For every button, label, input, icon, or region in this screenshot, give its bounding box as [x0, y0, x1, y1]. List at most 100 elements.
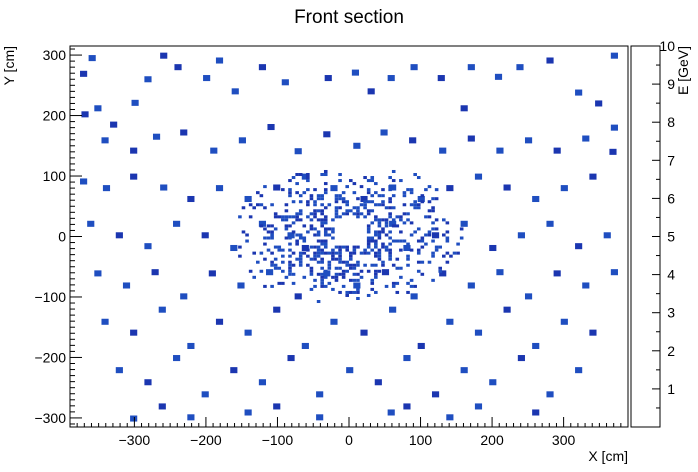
heatmap-cell	[302, 275, 307, 279]
heatmap-cell	[298, 218, 303, 222]
heatmap-cell	[323, 188, 328, 192]
heatmap-cell	[345, 203, 349, 207]
heatmap-cell	[320, 284, 324, 288]
heatmap-cell	[442, 233, 446, 237]
heatmap-cell	[346, 367, 354, 374]
heatmap-cell	[395, 239, 400, 243]
heatmap-cell	[503, 306, 511, 313]
heatmap-cell	[349, 179, 353, 183]
heatmap-cell	[356, 212, 360, 216]
heatmap-cell	[391, 194, 396, 198]
heatmap-cell	[402, 239, 407, 243]
heatmap-cell	[288, 269, 292, 273]
heatmap-cell	[366, 269, 371, 273]
heatmap-cell	[158, 306, 166, 313]
heatmap-cell	[160, 184, 168, 191]
heatmap-cell	[320, 209, 324, 213]
heatmap-cell	[298, 212, 303, 216]
heatmap-cell	[313, 188, 317, 192]
heatmap-cell	[434, 218, 439, 222]
heatmap-cell	[356, 296, 360, 300]
heatmap-cell	[416, 206, 421, 210]
heatmap-cell	[370, 236, 375, 240]
heatmap-cell	[309, 272, 314, 276]
heatmap-cell	[402, 212, 407, 216]
y-tick-label: −300	[34, 410, 66, 426]
z-tick-label: 7	[667, 152, 675, 168]
heatmap-cell	[248, 203, 253, 207]
heatmap-cell	[416, 251, 421, 255]
heatmap-cell	[366, 245, 371, 249]
heatmap-cell	[370, 179, 375, 183]
heatmap-cell	[409, 278, 414, 282]
heatmap-cell	[345, 185, 349, 189]
heatmap-cell	[356, 278, 360, 282]
heatmap-cell	[474, 403, 483, 410]
heatmap-cell	[338, 215, 342, 219]
heatmap-cell	[338, 254, 342, 258]
heatmap-cell	[263, 236, 267, 240]
heatmap-cell	[187, 342, 195, 349]
heatmap-cell	[294, 148, 302, 155]
heatmap-cell	[445, 236, 450, 240]
heatmap-cell	[302, 191, 307, 195]
heatmap-cell	[403, 244, 411, 252]
heatmap-cell	[151, 269, 159, 276]
heatmap-cell	[323, 173, 328, 177]
heatmap-cell	[467, 135, 475, 142]
heatmap-cell	[345, 209, 349, 213]
heatmap-cell	[399, 239, 403, 243]
heatmap-cell	[323, 230, 328, 234]
heatmap-cell	[320, 248, 324, 252]
heatmap-cell	[298, 209, 303, 213]
heatmap-cell	[609, 148, 617, 155]
heatmap-cell	[374, 272, 378, 276]
heatmap-cell	[152, 133, 161, 140]
heatmap-cell	[338, 206, 342, 210]
z-tick-label: 6	[667, 190, 675, 206]
heatmap-cell	[446, 318, 454, 325]
heatmap-cell	[349, 290, 353, 294]
heatmap-cell	[298, 263, 303, 267]
heatmap-cell	[238, 254, 242, 258]
heatmap-cell	[187, 195, 195, 203]
heatmap-cell	[295, 212, 299, 216]
heatmap-cell	[384, 269, 389, 273]
heatmap-cell	[327, 260, 332, 264]
heatmap-cell	[313, 227, 317, 231]
heatmap-cell	[323, 227, 328, 231]
heatmap-cell	[381, 242, 385, 246]
heatmap-cell	[281, 218, 285, 222]
heatmap-cell	[399, 218, 403, 222]
z-tick-label: 5	[667, 229, 675, 245]
heatmap-cell	[313, 284, 317, 288]
heatmap-cell	[330, 185, 338, 192]
heatmap-cell	[334, 275, 339, 279]
heatmap-cell	[370, 263, 375, 267]
heatmap-cell	[459, 236, 464, 240]
heatmap-cell	[377, 269, 382, 273]
heatmap-cell	[180, 129, 188, 136]
heatmap-cell	[331, 254, 335, 258]
heatmap-cell	[270, 251, 274, 255]
heatmap-cell	[323, 270, 331, 277]
heatmap-cell	[256, 260, 260, 264]
heatmap-cell	[334, 251, 339, 255]
heatmap-cell	[389, 306, 397, 313]
heatmap-cell	[341, 275, 346, 279]
heatmap-cell	[338, 290, 342, 294]
heatmap-cell	[370, 239, 375, 243]
heatmap-cell	[409, 191, 414, 195]
heatmap-cell	[298, 254, 303, 258]
heatmap-cell	[359, 203, 364, 207]
heatmap-cell	[589, 173, 597, 180]
heatmap-cell	[395, 281, 400, 285]
heatmap-cell	[575, 89, 583, 96]
heatmap-cell	[459, 227, 464, 231]
heatmap-cell	[334, 200, 339, 204]
heatmap-cell	[352, 266, 357, 270]
heatmap-cell	[352, 191, 357, 195]
heatmap-cell	[388, 206, 392, 210]
heatmap-cell	[301, 342, 309, 349]
heatmap-cell	[338, 260, 342, 264]
